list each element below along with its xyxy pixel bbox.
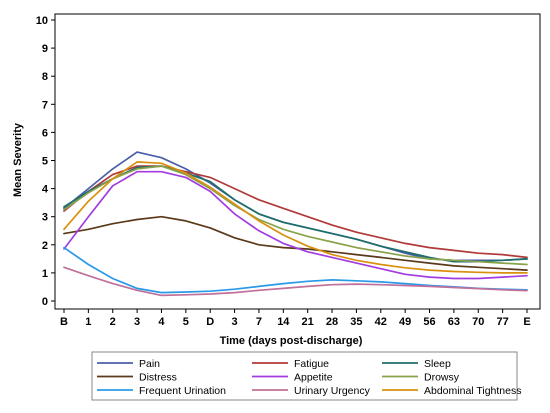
y-tick-label: 6 xyxy=(42,127,48,139)
legend-label-distress: Distress xyxy=(139,372,177,384)
x-tick-label: 21 xyxy=(302,316,314,328)
legend-label-drowsy: Drowsy xyxy=(424,372,460,384)
x-tick-label: 7 xyxy=(256,316,262,328)
x-tick-label: E xyxy=(523,316,530,328)
series-line-fatigue xyxy=(63,165,528,259)
y-tick-label: 9 xyxy=(42,43,48,55)
y-tick-label: 7 xyxy=(42,99,48,111)
x-tick-label: 1 xyxy=(85,316,91,328)
x-tick-label: 56 xyxy=(423,316,435,328)
x-tick-label: D xyxy=(206,316,214,328)
y-tick-label: 1 xyxy=(42,268,48,280)
x-tick-label: 5 xyxy=(183,316,189,328)
x-tick-label: 70 xyxy=(472,316,484,328)
series-line-frequent-urination xyxy=(63,246,528,294)
legend-box xyxy=(91,351,518,401)
legend-label-appetite: Appetite xyxy=(294,372,333,384)
legend-label-frequent-urination: Frequent Urination xyxy=(139,385,226,397)
series-line-drowsy xyxy=(63,165,528,266)
series-line-urinary-urgency xyxy=(63,266,528,297)
series-line-appetite xyxy=(63,170,528,280)
legend-label-fatigue: Fatigue xyxy=(294,358,329,370)
series-line-sleep xyxy=(63,165,528,263)
y-tick-label: 5 xyxy=(42,156,48,168)
x-axis-title: Time (days post-discharge) xyxy=(220,335,363,347)
legend-label-sleep: Sleep xyxy=(424,358,451,370)
x-tick-label: 49 xyxy=(399,316,411,328)
x-tick-label: 77 xyxy=(497,316,509,328)
x-tick-label: 3 xyxy=(134,316,140,328)
x-tick-label: 4 xyxy=(158,316,165,328)
x-tick-label: 2 xyxy=(110,316,116,328)
series-line-abdominal-tightness xyxy=(63,161,528,274)
x-tick-label: B xyxy=(60,316,68,328)
x-tick-label: 35 xyxy=(350,316,362,328)
series-lines xyxy=(63,151,528,297)
x-tick-label: 42 xyxy=(375,316,387,328)
legend-label-abdominal-tightness: Abdominal Tightness xyxy=(424,385,521,397)
y-tick-label: 3 xyxy=(42,212,48,224)
legend-label-urinary-urgency: Urinary Urgency xyxy=(294,385,371,397)
y-tick-label: 8 xyxy=(42,71,48,83)
y-tick-label: 2 xyxy=(42,240,48,252)
x-tick-label: 14 xyxy=(277,316,290,328)
y-axis-title: Mean Severity xyxy=(12,122,24,197)
plot-frame xyxy=(54,13,541,310)
legend: Pain Fatigue Sleep Distress Appetite Drowsy Fr… xyxy=(91,351,521,401)
y-tick-label: 0 xyxy=(42,296,48,308)
x-tick-label: 28 xyxy=(326,316,338,328)
x-tick-label: 3 xyxy=(232,316,238,328)
legend-label-pain: Pain xyxy=(139,358,160,370)
y-tick-label: 10 xyxy=(36,15,48,27)
x-tick-label: 63 xyxy=(448,316,460,328)
y-tick-label: 4 xyxy=(42,184,49,196)
